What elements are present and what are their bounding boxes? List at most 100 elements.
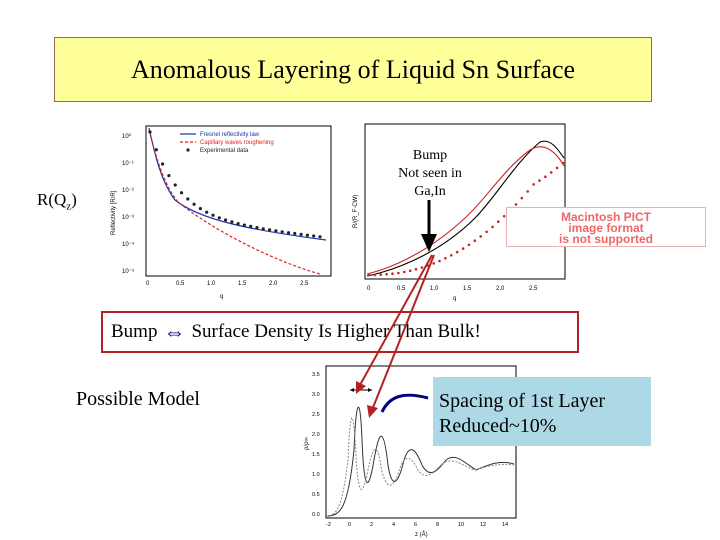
plot2-data-point: [491, 225, 494, 229]
plot1-data-point: [280, 230, 284, 234]
plot1-data-point: [179, 191, 184, 195]
spacing-note-box: Spacing of 1st Layer Reduced~10%: [433, 377, 651, 446]
svg-text:2.0: 2.0: [312, 432, 320, 438]
plot1-ylabel: Reflectivity [R/R]: [111, 190, 117, 235]
plot2-data-point: [450, 254, 453, 257]
plot1-data-point: [293, 231, 297, 236]
plot1-legend: Fresnel reflectivity law Capillary waves…: [200, 132, 274, 154]
svg-text:1.0: 1.0: [430, 286, 439, 292]
unsupported-image-placeholder: Macintosh PICT image format is not suppo…: [506, 207, 706, 247]
double-arrow-icon: ⇔: [163, 319, 186, 344]
plot2-data-point: [414, 267, 418, 271]
svg-text:Capillary waves roughening: Capillary waves roughening: [200, 140, 274, 146]
plot2-data-point: [497, 220, 500, 223]
svg-text:3.5: 3.5: [312, 372, 320, 378]
plot2-data-point: [444, 257, 447, 260]
plot2-data-point: [473, 239, 477, 242]
plot2-data-point: [538, 179, 541, 182]
plot1-data-point: [286, 231, 291, 235]
density-left-text: Bump: [111, 321, 158, 342]
plot2-data-point: [432, 262, 435, 265]
plot2-data-point: [408, 269, 412, 272]
plot2-ylabel: R/(R_F·CW): [353, 195, 359, 228]
plot2-data-point: [479, 235, 482, 238]
svg-text:0: 0: [348, 522, 351, 528]
rq-label: R(Qz): [37, 190, 77, 213]
density-statement-box: Bump ⇔ Surface Density Is Higher Than Bu…: [101, 311, 579, 353]
bump-note: Bump Not seen in Ga,In: [398, 148, 462, 199]
plot1-data-point: [186, 197, 190, 201]
plot3-ylabel: ρ/ρ∞: [304, 437, 310, 450]
plot1-xticks: 0 0.5 1.0 1.5 2.0 2.5: [146, 281, 309, 287]
plot2-data-point: [555, 166, 559, 170]
svg-text:2.5: 2.5: [312, 412, 320, 418]
svg-text:0.5: 0.5: [176, 281, 185, 287]
plot1-data-point: [261, 227, 265, 231]
plot1-data-point: [161, 162, 165, 166]
svg-text:0: 0: [367, 286, 371, 292]
possible-model-label: Possible Model: [76, 388, 200, 410]
svg-text:2.5: 2.5: [300, 281, 309, 287]
svg-text:1.5: 1.5: [312, 452, 320, 458]
svg-text:8: 8: [436, 522, 439, 528]
plot2-data-point: [397, 271, 400, 275]
svg-text:14: 14: [502, 522, 508, 528]
plot2-data-point: [485, 230, 488, 234]
plot2-data-point: [526, 190, 529, 193]
svg-text:Experimental data: Experimental data: [200, 148, 249, 154]
plot2-data-point: [373, 273, 377, 277]
plot1-data-point: [312, 234, 316, 238]
svg-text:6: 6: [414, 522, 417, 528]
plot2-data-point: [426, 264, 430, 267]
plot1-data-point: [236, 222, 240, 226]
plot2-data-point: [514, 203, 518, 206]
svg-text:-2: -2: [326, 522, 331, 528]
reflectivity-plot: Reflectivity [R/R] 10⁰ 10⁻¹ 10⁻² 10⁻³ 10…: [111, 125, 332, 300]
plot1-data-point: [192, 202, 196, 206]
plot1-data-point: [255, 226, 259, 230]
svg-text:10⁻³: 10⁻³: [122, 215, 134, 221]
svg-text:1.5: 1.5: [463, 286, 472, 292]
plot1-data-point: [173, 183, 177, 187]
plot3-xlabel: z (Å): [415, 531, 428, 538]
plot2-data-point: [379, 273, 383, 276]
plot1-data-point: [230, 220, 234, 224]
plot2-data-point: [502, 214, 506, 218]
svg-text:10⁻¹: 10⁻¹: [122, 161, 134, 167]
plot1-data-point: [211, 213, 215, 217]
svg-text:10⁻²: 10⁻²: [122, 188, 134, 194]
svg-text:10⁻⁵: 10⁻⁵: [122, 268, 135, 275]
svg-text:Fresnel reflectivity law: Fresnel reflectivity law: [200, 132, 260, 138]
svg-text:12: 12: [480, 522, 486, 528]
plot3-xticks: -2 0 2 4 6 8 10 12 14: [326, 522, 508, 528]
plot3-yticks: 3.5 3.0 2.5 2.0 1.5 1.0 0.5 0.0: [312, 372, 320, 518]
plot2-data-point: [385, 273, 388, 276]
plot1-data-point: [249, 224, 253, 228]
svg-text:1.0: 1.0: [207, 281, 216, 287]
svg-text:10: 10: [458, 522, 464, 528]
plot2-xlabel: q: [453, 296, 456, 302]
plot2-data-point: [532, 183, 535, 186]
plot1-data-point: [242, 223, 246, 227]
plot1-data-point: [148, 130, 152, 134]
plot2-data-point: [544, 175, 547, 178]
plot1-data-point: [318, 235, 322, 239]
svg-text:2.5: 2.5: [529, 286, 538, 292]
plot1-data-point: [274, 229, 278, 233]
density-right-text: Surface Density Is Higher Than Bulk!: [191, 321, 481, 342]
plot1-data-point: [167, 174, 171, 178]
plot1-data-point: [268, 228, 272, 232]
plot2-data-point: [403, 270, 406, 274]
plot1-data-point: [198, 207, 202, 211]
svg-text:10⁰: 10⁰: [122, 133, 132, 140]
plot2-data-point: [520, 196, 524, 200]
svg-text:0: 0: [146, 281, 150, 287]
plot2-data-point: [455, 250, 459, 254]
plot1-yticks: 10⁰ 10⁻¹ 10⁻² 10⁻³ 10⁻⁴ 10⁻⁵: [122, 133, 135, 275]
plot2-data-point: [549, 171, 553, 174]
plot1-xlabel: q: [220, 294, 223, 300]
slide-title: Anomalous Layering of Liquid Sn Surface: [54, 37, 652, 102]
plot2-data-point: [391, 272, 394, 275]
svg-text:2.0: 2.0: [496, 286, 505, 292]
plot1-data-point: [224, 218, 228, 222]
